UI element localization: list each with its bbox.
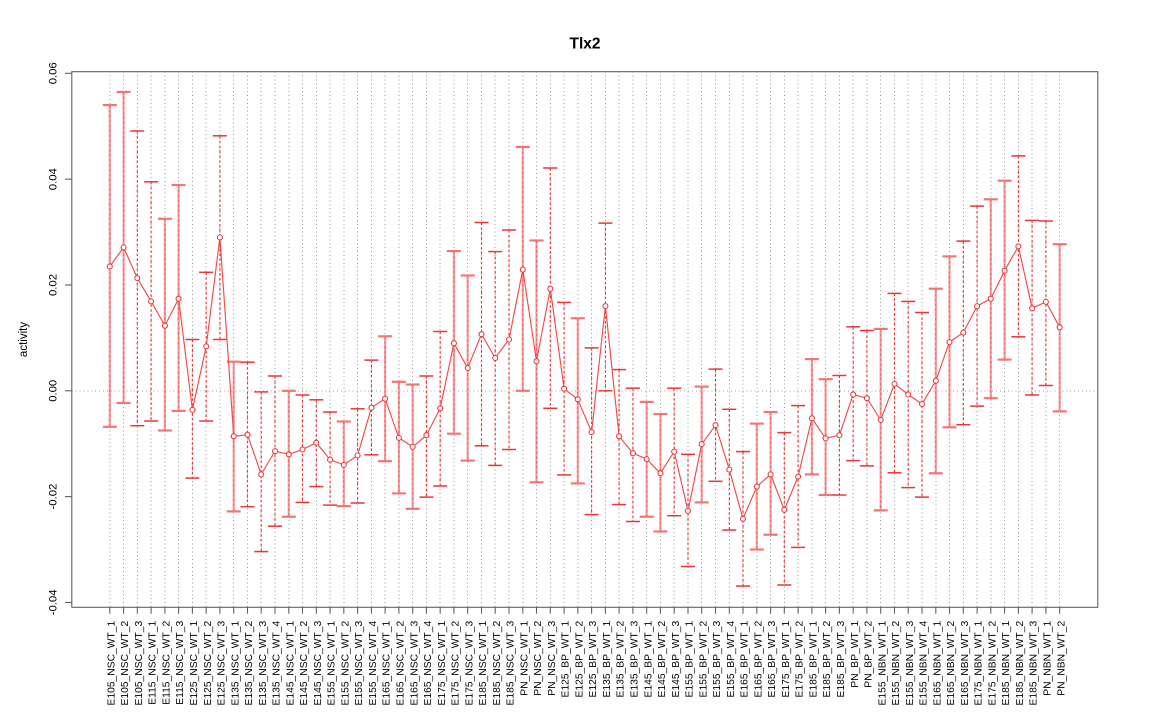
svg-text:E175_NSC_WT_3: E175_NSC_WT_3 xyxy=(464,621,475,706)
svg-text:E155_NSC_WT_3: E155_NSC_WT_3 xyxy=(354,621,365,706)
svg-text:PN_NSC_WT_3: PN_NSC_WT_3 xyxy=(547,621,558,696)
svg-text:E185_NBN_WT_3: E185_NBN_WT_3 xyxy=(1029,621,1040,706)
svg-text:E125_NSC_WT_3: E125_NSC_WT_3 xyxy=(217,621,228,706)
svg-text:E175_NBN_WT_2: E175_NBN_WT_2 xyxy=(987,621,998,706)
svg-text:Tlx2: Tlx2 xyxy=(569,36,600,53)
svg-text:E155_NSC_WT_2: E155_NSC_WT_2 xyxy=(340,621,351,706)
svg-text:E165_NBN_WT_1: E165_NBN_WT_1 xyxy=(932,621,943,706)
svg-text:E145_NSC_WT_3: E145_NSC_WT_3 xyxy=(313,621,324,706)
svg-text:E135_NSC_WT_3: E135_NSC_WT_3 xyxy=(258,621,269,706)
svg-text:E175_NBN_WT_1: E175_NBN_WT_1 xyxy=(974,621,985,706)
svg-text:E165_NSC_WT_2: E165_NSC_WT_2 xyxy=(396,621,407,706)
svg-text:E105_NSC_WT_3: E105_NSC_WT_3 xyxy=(134,621,145,706)
svg-text:E105_NSC_WT_2: E105_NSC_WT_2 xyxy=(120,621,131,706)
svg-text:E135_NSC_WT_2: E135_NSC_WT_2 xyxy=(244,621,255,706)
svg-text:PN_NSC_WT_2: PN_NSC_WT_2 xyxy=(533,621,544,696)
svg-text:E155_NBN_WT_2: E155_NBN_WT_2 xyxy=(891,621,902,706)
svg-text:E185_BP_WT_1: E185_BP_WT_1 xyxy=(809,621,820,698)
svg-text:E115_NSC_WT_1: E115_NSC_WT_1 xyxy=(148,621,159,705)
svg-text:E165_NSC_WT_1: E165_NSC_WT_1 xyxy=(382,621,393,706)
svg-text:E155_BP_WT_4: E155_BP_WT_4 xyxy=(726,621,737,698)
svg-text:E165_BP_WT_3: E165_BP_WT_3 xyxy=(767,621,778,698)
svg-text:E105_NSC_WT_1: E105_NSC_WT_1 xyxy=(106,621,117,706)
svg-text:E155_NBN_WT_1: E155_NBN_WT_1 xyxy=(877,621,888,706)
svg-text:E175_BP_WT_1: E175_BP_WT_1 xyxy=(781,621,792,698)
svg-text:E125_NSC_WT_1: E125_NSC_WT_1 xyxy=(189,621,200,706)
svg-text:0.06: 0.06 xyxy=(47,62,59,84)
svg-text:PN_BP_WT_2: PN_BP_WT_2 xyxy=(864,621,875,688)
svg-text:E175_NSC_WT_1: E175_NSC_WT_1 xyxy=(437,621,448,706)
svg-text:E145_BP_WT_1: E145_BP_WT_1 xyxy=(643,621,654,698)
svg-text:E175_BP_WT_2: E175_BP_WT_2 xyxy=(795,621,806,698)
svg-text:E185_NBN_WT_1: E185_NBN_WT_1 xyxy=(1001,621,1012,706)
svg-text:E165_BP_WT_1: E165_BP_WT_1 xyxy=(740,621,751,698)
svg-text:E185_BP_WT_2: E185_BP_WT_2 xyxy=(822,621,833,698)
svg-text:E155_BP_WT_2: E155_BP_WT_2 xyxy=(698,621,709,698)
svg-text:E175_NSC_WT_2: E175_NSC_WT_2 xyxy=(451,621,462,706)
svg-text:E185_BP_WT_3: E185_BP_WT_3 xyxy=(836,621,847,698)
svg-text:E165_NSC_WT_4: E165_NSC_WT_4 xyxy=(423,621,434,706)
svg-text:E145_NSC_WT_2: E145_NSC_WT_2 xyxy=(299,621,310,706)
svg-text:E185_NBN_WT_2: E185_NBN_WT_2 xyxy=(1015,621,1026,706)
svg-text:E165_BP_WT_2: E165_BP_WT_2 xyxy=(753,621,764,698)
svg-text:0.04: 0.04 xyxy=(47,168,59,190)
svg-text:E185_NSC_WT_2: E185_NSC_WT_2 xyxy=(492,621,503,706)
svg-text:E155_NSC_WT_4: E155_NSC_WT_4 xyxy=(368,621,379,706)
svg-text:E185_NSC_WT_3: E185_NSC_WT_3 xyxy=(506,621,517,706)
svg-text:E185_NSC_WT_1: E185_NSC_WT_1 xyxy=(478,621,489,706)
svg-text:-0.04: -0.04 xyxy=(47,590,59,616)
svg-text:E155_BP_WT_1: E155_BP_WT_1 xyxy=(685,621,696,698)
svg-text:E135_NSC_WT_4: E135_NSC_WT_4 xyxy=(272,621,283,706)
svg-text:E135_BP_WT_2: E135_BP_WT_2 xyxy=(616,621,627,698)
svg-text:E135_BP_WT_1: E135_BP_WT_1 xyxy=(602,621,613,698)
svg-text:0.02: 0.02 xyxy=(47,274,59,296)
svg-text:E165_NBN_WT_2: E165_NBN_WT_2 xyxy=(946,621,957,706)
svg-text:E125_NSC_WT_2: E125_NSC_WT_2 xyxy=(203,621,214,706)
svg-text:PN_NSC_WT_1: PN_NSC_WT_1 xyxy=(519,621,530,696)
svg-text:E145_BP_WT_3: E145_BP_WT_3 xyxy=(671,621,682,698)
svg-text:E165_NSC_WT_3: E165_NSC_WT_3 xyxy=(409,621,420,706)
svg-text:PN_NBN_WT_2: PN_NBN_WT_2 xyxy=(1056,621,1067,696)
svg-text:PN_BP_WT_1: PN_BP_WT_1 xyxy=(850,621,861,688)
svg-text:E135_BP_WT_3: E135_BP_WT_3 xyxy=(630,621,641,698)
svg-text:E135_NSC_WT_1: E135_NSC_WT_1 xyxy=(230,621,241,706)
svg-text:E145_BP_WT_2: E145_BP_WT_2 xyxy=(657,621,668,698)
svg-text:E115_NSC_WT_3: E115_NSC_WT_3 xyxy=(175,621,186,705)
svg-text:E155_NBN_WT_4: E155_NBN_WT_4 xyxy=(919,621,930,706)
svg-text:PN_NBN_WT_1: PN_NBN_WT_1 xyxy=(1043,621,1054,696)
svg-text:E115_NSC_WT_2: E115_NSC_WT_2 xyxy=(162,621,173,705)
svg-text:-0.02: -0.02 xyxy=(47,484,59,510)
svg-text:E165_NBN_WT_3: E165_NBN_WT_3 xyxy=(960,621,971,706)
svg-text:E145_NSC_WT_1: E145_NSC_WT_1 xyxy=(285,621,296,706)
svg-text:E125_BP_WT_3: E125_BP_WT_3 xyxy=(588,621,599,698)
svg-text:E155_NBN_WT_3: E155_NBN_WT_3 xyxy=(905,621,916,706)
svg-text:E155_NSC_WT_1: E155_NSC_WT_1 xyxy=(327,621,338,706)
svg-text:E125_BP_WT_1: E125_BP_WT_1 xyxy=(561,621,572,698)
svg-text:E125_BP_WT_2: E125_BP_WT_2 xyxy=(574,621,585,698)
svg-text:activity: activity xyxy=(18,322,30,357)
svg-text:E155_BP_WT_3: E155_BP_WT_3 xyxy=(712,621,723,698)
svg-text:0.00: 0.00 xyxy=(47,380,59,402)
